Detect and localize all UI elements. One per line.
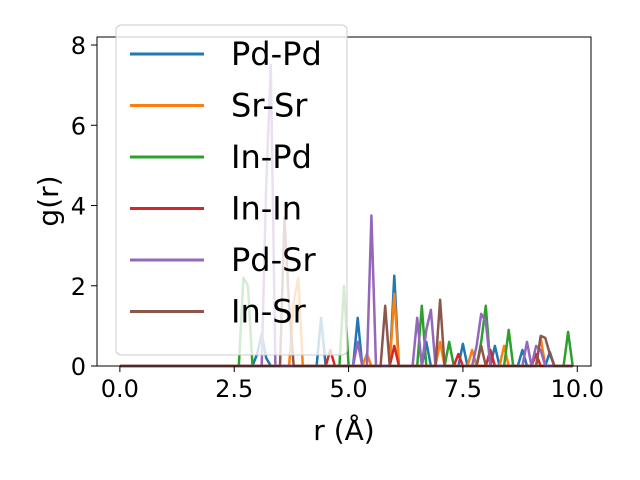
x-tick-label: 10.0 xyxy=(551,375,604,403)
legend-items: Pd-Pd Sr-Sr In-Pd In-In Pd-Sr In-Sr xyxy=(130,35,322,331)
x-tick-label: 5.0 xyxy=(329,375,367,403)
y-tick-label: 2 xyxy=(71,273,86,301)
legend-item-in-pd: In-Pd xyxy=(130,138,312,176)
legend-item-in-in: In-In xyxy=(130,190,302,228)
y-tick-label: 8 xyxy=(71,32,86,60)
y-axis-ticks: 0 2 4 6 8 xyxy=(71,32,97,381)
legend: Pd-Pd Sr-Sr In-Pd In-In Pd-Sr In-Sr xyxy=(115,24,348,356)
legend-box xyxy=(115,24,348,356)
legend-item-in-sr: In-Sr xyxy=(130,293,307,331)
legend-label: Pd-Pd xyxy=(231,35,322,73)
legend-item-pd-pd: Pd-Pd xyxy=(130,35,322,73)
legend-label: In-Pd xyxy=(231,138,312,176)
y-tick-label: 6 xyxy=(71,112,86,140)
x-tick-label: 7.5 xyxy=(444,375,482,403)
legend-label: Sr-Sr xyxy=(231,87,308,125)
legend-label: Pd-Sr xyxy=(231,241,316,279)
legend-label: In-In xyxy=(231,190,302,228)
legend-item-sr-sr: Sr-Sr xyxy=(130,87,308,125)
y-tick-label: 0 xyxy=(71,353,86,381)
y-tick-label: 4 xyxy=(71,193,86,221)
x-axis-ticks: 0.0 2.5 5.0 7.5 10.0 xyxy=(101,366,604,403)
legend-label: In-Sr xyxy=(231,293,307,331)
y-axis-label: g(r) xyxy=(32,175,65,226)
x-tick-label: 2.5 xyxy=(215,375,253,403)
legend-item-pd-sr: Pd-Sr xyxy=(130,241,316,279)
x-tick-label: 0.0 xyxy=(101,375,139,403)
x-axis-label: r (Å) xyxy=(313,413,374,447)
